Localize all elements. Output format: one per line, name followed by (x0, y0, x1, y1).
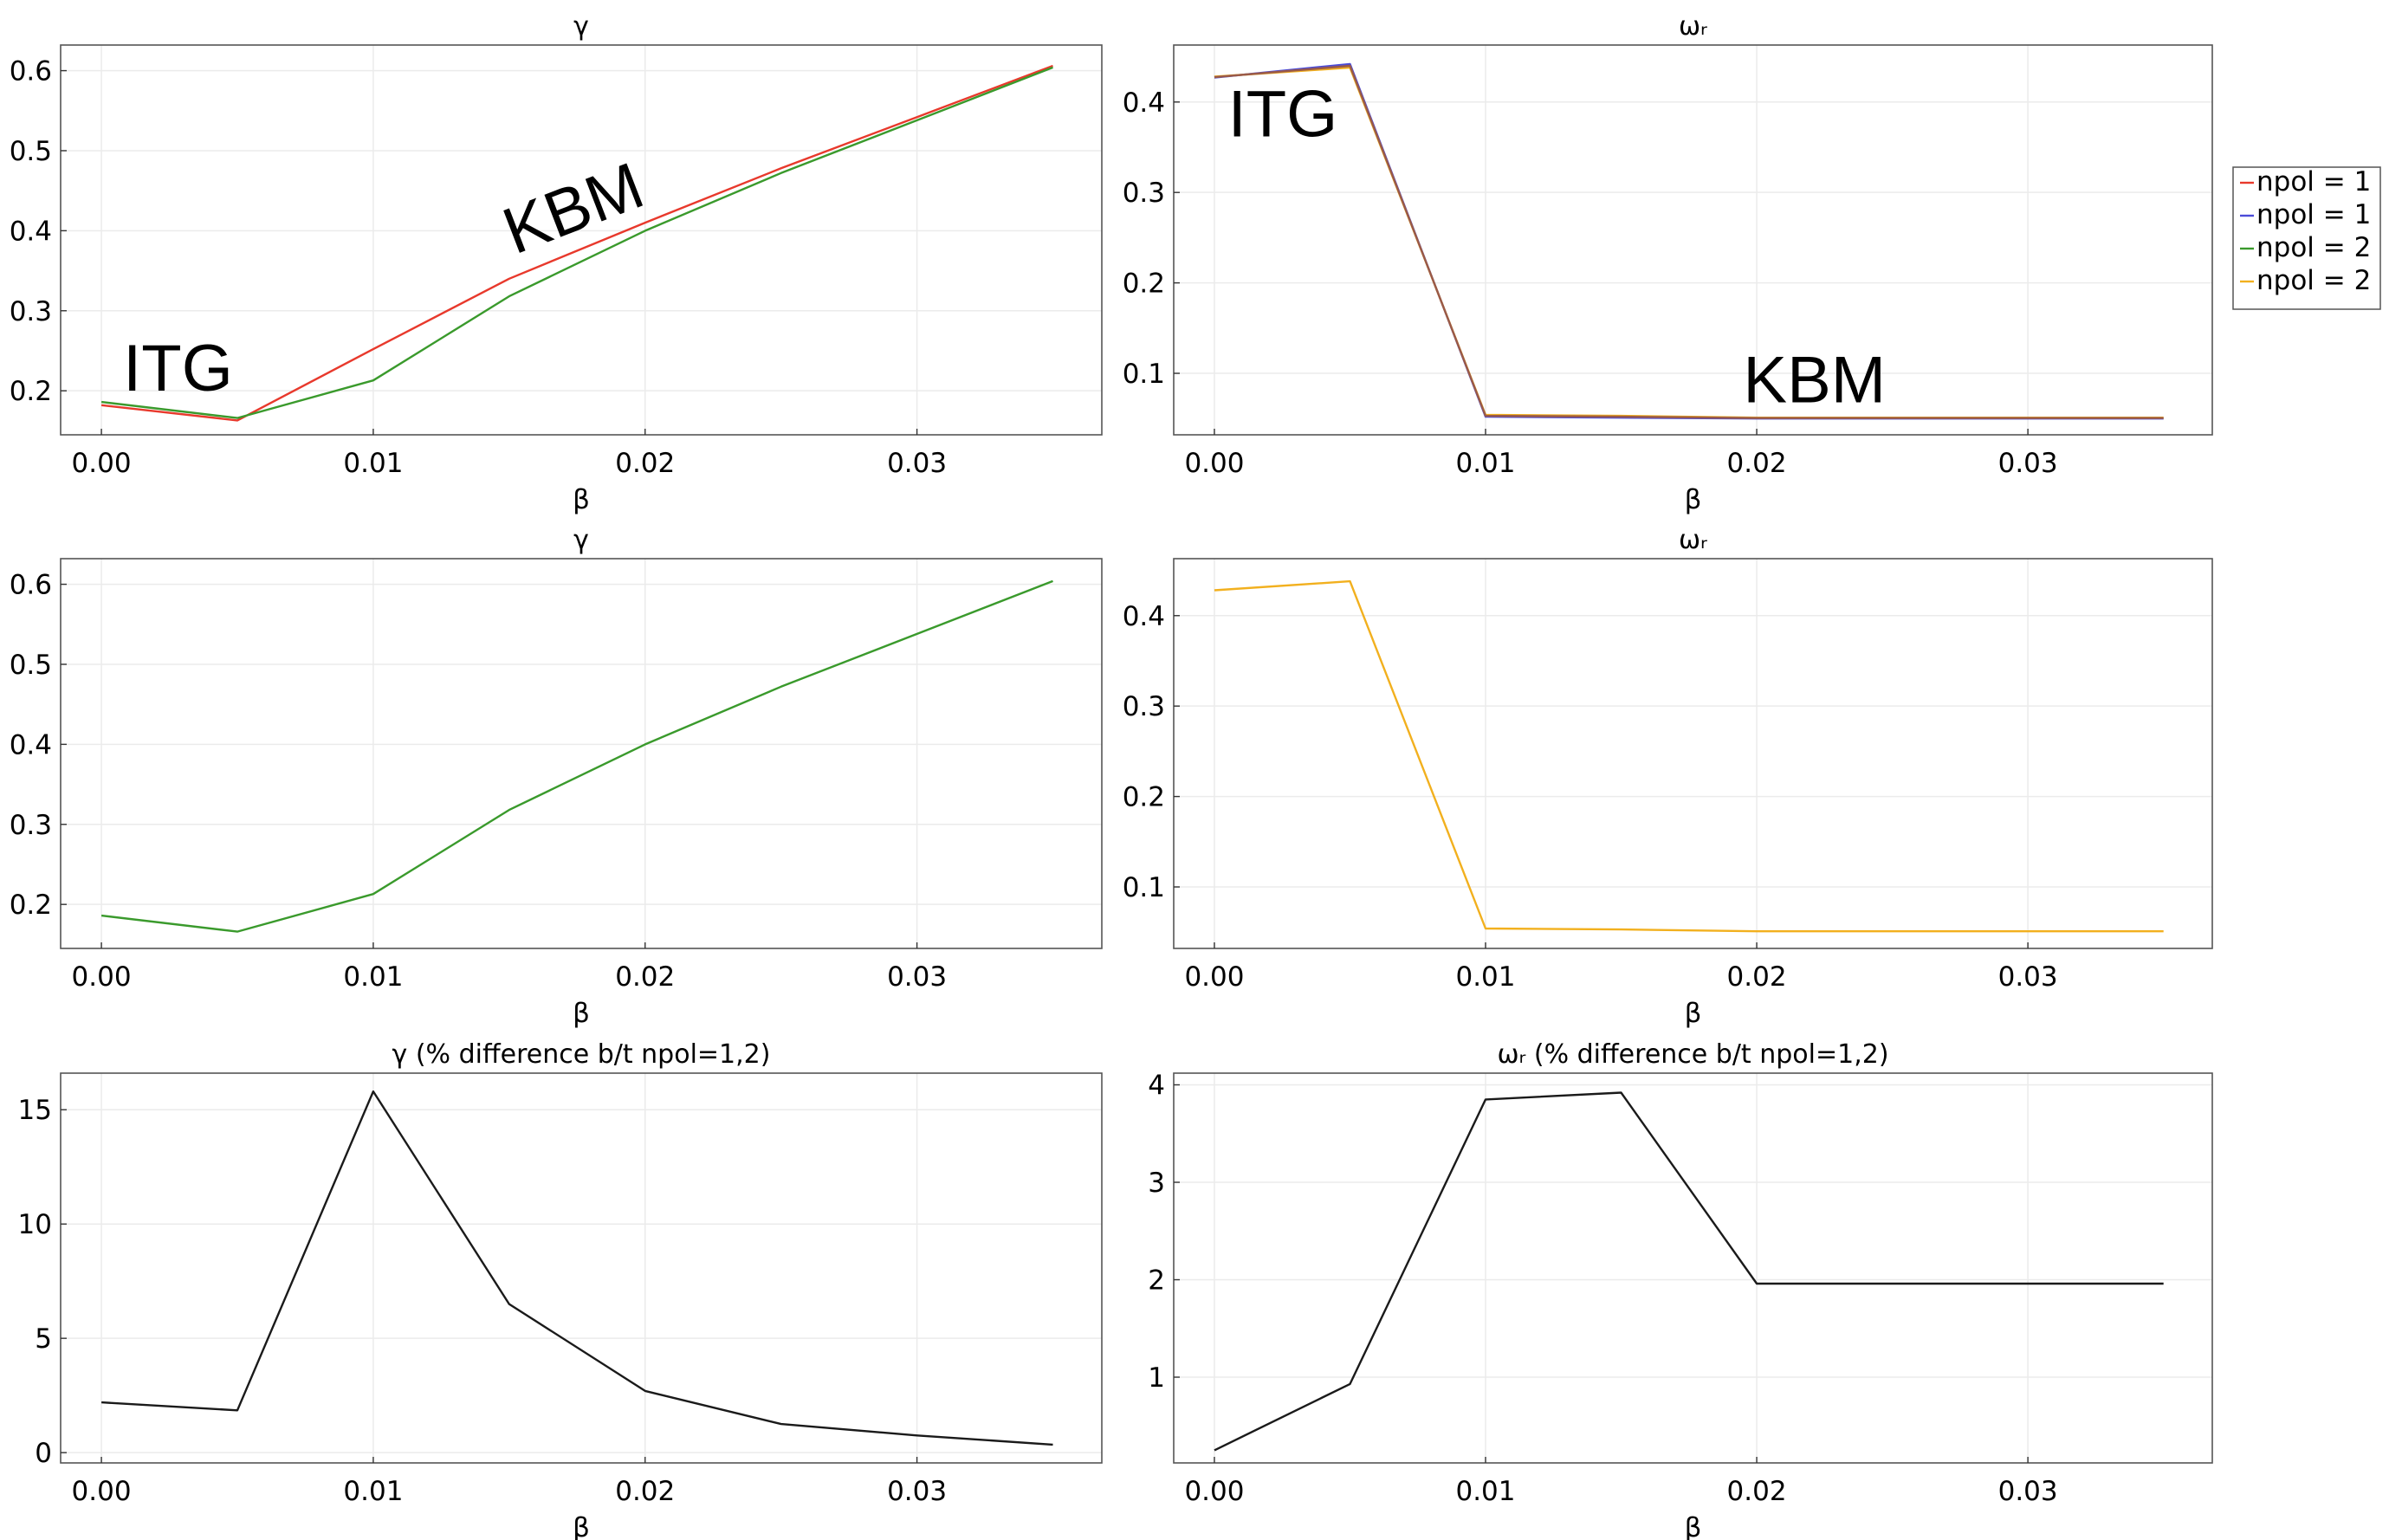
y-tick-label: 0.3 (10, 810, 52, 841)
series-line-1 (100, 579, 1053, 933)
y-tick-label: 0.2 (1123, 782, 1165, 813)
x-tick-label: 0.01 (1455, 448, 1515, 479)
plot-area (61, 45, 1102, 435)
y-tick-label: 4 (1148, 1071, 1165, 1102)
plot-area (61, 559, 1102, 948)
legend-entry: npol = 2 (2256, 232, 2371, 263)
plot-frame (60, 44, 1103, 436)
legend-box (2232, 166, 2381, 310)
x-tick-label: 0.02 (615, 448, 675, 479)
x-tick-label: 0.01 (343, 961, 403, 993)
x-tick-label: 0.00 (1184, 1476, 1244, 1507)
y-tick-label: 0.6 (10, 56, 52, 87)
x-tick-label: 0.02 (615, 961, 675, 993)
plot-area (61, 1073, 1102, 1463)
x-tick-label: 0.02 (1727, 448, 1787, 479)
y-tick-label: 2 (1148, 1265, 1165, 1297)
x-tick-label: 0.00 (72, 961, 132, 993)
x-axis-label: β (573, 484, 590, 515)
chart-panel-3: 0.00 0.01 0.02 0.03 0.2 0.3 0.4 0.5 0.6 γ β (10, 525, 1103, 1029)
y-tick-label: 1 (1148, 1362, 1165, 1394)
plot-frame (1173, 558, 2213, 949)
y-tick-label: 0.2 (1123, 269, 1165, 300)
x-axis-label: β (573, 1512, 590, 1540)
series-line-3 (1214, 64, 2164, 419)
y-tick-label: 0.1 (1123, 872, 1165, 903)
x-tick-label: 0.02 (615, 1476, 675, 1507)
x-tick-label: 0.01 (1455, 1476, 1515, 1507)
y-tick-label: 5 (35, 1323, 52, 1355)
y-tick-label: 3 (1148, 1168, 1165, 1199)
y-tick-label: 0.2 (10, 890, 52, 921)
y-tick-label: 0 (35, 1438, 52, 1469)
annotation-kbm: KBM (1743, 343, 1886, 417)
plot-frame (60, 558, 1103, 949)
x-tick-label: 0.02 (1727, 961, 1787, 993)
series-line-1 (101, 1090, 1053, 1446)
x-tick-label: 0.03 (1998, 961, 2058, 993)
chart-title: γ (573, 525, 589, 555)
y-tick-label: 0.4 (10, 729, 52, 760)
series-line-1 (100, 64, 1053, 422)
x-tick-label: 0.03 (1998, 448, 2058, 479)
x-tick-label: 0.03 (887, 1476, 947, 1507)
chart-title: ωᵣ (1679, 11, 1707, 42)
x-tick-label: 0.02 (1727, 1476, 1787, 1507)
x-axis-label: β (1685, 1512, 1702, 1540)
plot-frame (1173, 44, 2213, 436)
annotation-itg: ITG (1228, 77, 1338, 151)
x-tick-label: 0.00 (1184, 961, 1244, 993)
plot-area (1174, 1073, 2212, 1463)
y-tick-label: 0.3 (10, 296, 52, 327)
x-tick-label: 0.01 (343, 448, 403, 479)
y-tick-label: 0.5 (10, 650, 52, 681)
chart-panel-5: 0.00 0.01 0.02 0.03 0 5 10 15 γ (% difference b/… (18, 1039, 1103, 1540)
plot-panels: 0.00 0.01 0.02 0.030.20.30.40.50.6γβITGKBM0… (10, 11, 2213, 1540)
x-tick-label: 0.01 (1455, 961, 1515, 993)
legend-entry: npol = 2 (2256, 265, 2371, 296)
x-axis-label: β (1685, 484, 1702, 515)
x-tick-label: 0.03 (1998, 1476, 2058, 1507)
y-tick-label: 0.4 (1123, 87, 1165, 119)
y-tick-label: 0.2 (10, 376, 52, 407)
y-tick-label: 0.4 (10, 216, 52, 247)
chart-title: ωᵣ (% difference b/t npol=1,2) (1497, 1039, 1888, 1070)
chart-title: γ (573, 11, 589, 42)
plot-area (1174, 45, 2212, 435)
x-axis-label: β (573, 998, 590, 1029)
series-line-2 (100, 66, 1053, 419)
x-tick-label: 0.00 (72, 448, 132, 479)
x-axis-label: β (1685, 998, 1702, 1029)
y-tick-label: 0.1 (1123, 359, 1165, 390)
series-line-1 (1214, 1091, 2164, 1452)
chart-panel-4: 0.00 0.01 0.02 0.03 0.1 0.2 0.3 0.4 ωᵣ β (1123, 525, 2213, 1029)
y-tick-label: 0.6 (10, 570, 52, 601)
y-tick-label: 10 (18, 1209, 52, 1240)
chart-title: γ (% difference b/t npol=1,2) (392, 1039, 771, 1070)
annotation-itg: ITG (123, 332, 233, 405)
x-tick-label: 0.00 (72, 1476, 132, 1507)
y-tick-label: 0.3 (1123, 691, 1165, 722)
y-tick-label: 0.3 (1123, 178, 1165, 209)
x-tick-label: 0.01 (343, 1476, 403, 1507)
x-tick-label: 0.03 (887, 961, 947, 993)
plot-frame (1173, 1072, 2213, 1464)
plot-area (1174, 559, 2212, 948)
y-tick-label: 15 (18, 1095, 52, 1126)
y-tick-label: 0.4 (1123, 601, 1165, 632)
x-tick-label: 0.03 (887, 448, 947, 479)
plot-frame (60, 1072, 1103, 1464)
chart-panel-2: 0.00 0.01 0.02 0.03 0.1 0.2 0.3 0.4 ωᵣ β ITG KBM (1123, 11, 2213, 515)
x-tick-label: 0.00 (1184, 448, 1244, 479)
chart-title: ωᵣ (1679, 525, 1707, 555)
legend-entry: npol = 1 (2256, 199, 2371, 230)
legend-entry: npol = 1 (2256, 166, 2371, 197)
series-line-1 (1214, 579, 2164, 933)
y-tick-label: 0.5 (10, 136, 52, 167)
chart-panel-6: 0.00 0.01 0.02 0.03 1 2 3 4 ωᵣ (% difference b/t… (1148, 1039, 2213, 1540)
